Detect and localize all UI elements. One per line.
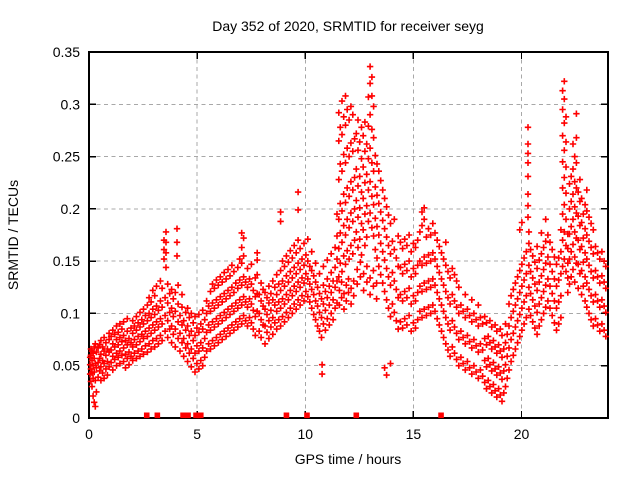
x-tick-label: 0 bbox=[85, 426, 93, 442]
y-tick-label: 0.15 bbox=[53, 253, 80, 269]
x-axis-label: GPS time / hours bbox=[295, 451, 402, 467]
flag-square-marker bbox=[185, 412, 191, 419]
flag-square-marker bbox=[198, 412, 204, 419]
srmtid-plus-markers bbox=[86, 63, 609, 410]
tick-labels: 0 5 10 15 20 0 0.05 0.1 0.15 0.2 0.25 0.3 0.35 bbox=[53, 44, 530, 442]
y-tick-label: 0.05 bbox=[53, 358, 80, 374]
flag-square-marker bbox=[154, 412, 161, 419]
x-tick-label: 15 bbox=[406, 426, 422, 442]
x-tick-label: 10 bbox=[297, 426, 313, 442]
data-points bbox=[86, 63, 609, 419]
y-tick-label: 0.2 bbox=[61, 201, 81, 217]
flag-square-marker bbox=[438, 412, 444, 419]
x-tick-label: 5 bbox=[193, 426, 201, 442]
plot-border bbox=[88, 51, 609, 419]
y-tick-label: 0.3 bbox=[61, 96, 81, 112]
y-tick-label: 0.1 bbox=[61, 305, 81, 321]
flag-square-marker bbox=[180, 412, 186, 419]
flag-square-marker bbox=[143, 412, 150, 419]
y-tick-label: 0 bbox=[72, 410, 80, 426]
y-tick-label: 0.25 bbox=[53, 149, 80, 165]
chart-title: Day 352 of 2020, SRMTID for receiver sey… bbox=[212, 18, 484, 34]
axis-ticks bbox=[88, 51, 608, 419]
x-tick-label: 20 bbox=[514, 426, 530, 442]
flag-square-marker bbox=[304, 412, 310, 419]
y-tick-label: 0.35 bbox=[53, 44, 80, 60]
flag-square-marker bbox=[353, 412, 360, 419]
flag-square-marker bbox=[283, 412, 290, 419]
y-axis-label: SRMTID / TECUs bbox=[5, 180, 21, 290]
